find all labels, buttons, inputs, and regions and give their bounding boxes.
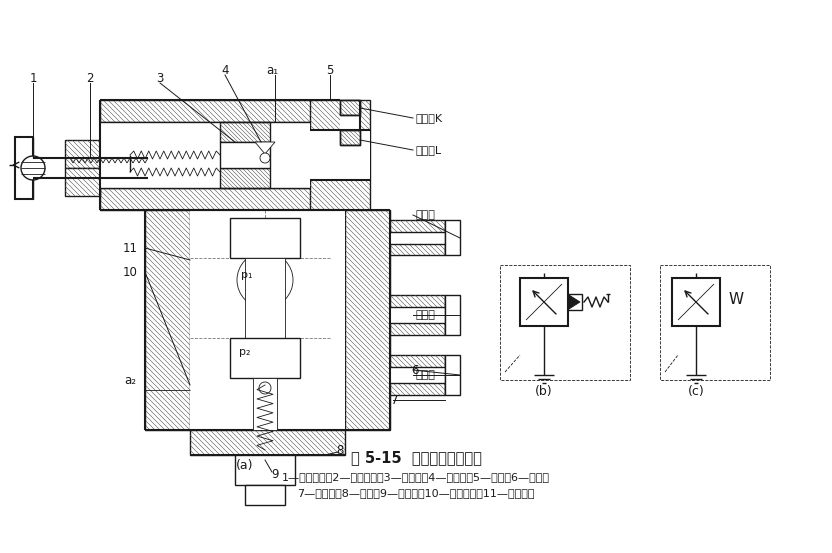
Bar	[390, 355, 445, 395]
Text: 进油口: 进油口	[415, 210, 435, 220]
Bar	[340, 130, 360, 145]
Bar	[390, 295, 445, 335]
Polygon shape	[569, 295, 580, 309]
Bar	[568, 294, 582, 310]
Circle shape	[21, 156, 45, 180]
Text: p₁: p₁	[241, 270, 253, 280]
Text: 9: 9	[271, 468, 279, 482]
Text: 2: 2	[87, 71, 94, 85]
Text: 7: 7	[391, 394, 399, 406]
Bar	[190, 210, 345, 430]
Bar	[660, 265, 770, 380]
Bar	[445, 355, 460, 395]
Bar	[230, 338, 300, 378]
Bar	[340, 115, 360, 130]
Text: (c): (c)	[687, 385, 705, 399]
Bar	[310, 100, 370, 210]
Bar	[445, 220, 460, 255]
Text: 1: 1	[29, 71, 37, 85]
Text: (b): (b)	[535, 385, 552, 399]
Bar	[65, 168, 100, 196]
Text: 5: 5	[326, 64, 334, 76]
Text: a₁: a₁	[266, 64, 278, 76]
Bar	[500, 265, 630, 380]
Bar	[245, 485, 285, 505]
Text: 7—主阀芯；8—端盖；9—阻尼孔；10—主阀弹簧；11—调压弹簧: 7—主阀芯；8—端盖；9—阻尼孔；10—主阀弹簧；11—调压弹簧	[297, 488, 535, 498]
Text: 出油口: 出油口	[415, 370, 435, 380]
Bar	[340, 130, 360, 145]
Bar	[235, 455, 295, 485]
Bar	[15, 137, 33, 199]
Circle shape	[237, 252, 293, 308]
Bar	[100, 188, 340, 210]
Text: p₂: p₂	[240, 347, 250, 357]
Bar	[345, 210, 390, 430]
Bar	[220, 122, 270, 142]
Bar	[390, 367, 445, 383]
Bar	[390, 307, 445, 323]
Text: 6: 6	[411, 363, 418, 377]
Bar	[253, 378, 277, 430]
Bar	[520, 278, 568, 326]
Text: 3: 3	[156, 71, 164, 85]
Bar	[310, 130, 370, 180]
Bar	[65, 140, 100, 168]
Text: 4: 4	[221, 64, 229, 76]
Bar	[672, 278, 720, 326]
Bar	[340, 100, 360, 115]
Text: W: W	[729, 293, 744, 307]
Text: 泄油口L: 泄油口L	[415, 145, 441, 155]
Circle shape	[259, 382, 271, 394]
Text: 减压口: 减压口	[415, 310, 435, 320]
Text: 11: 11	[122, 242, 137, 254]
Bar	[390, 232, 445, 244]
Polygon shape	[255, 142, 275, 154]
Text: (a): (a)	[236, 458, 254, 472]
Circle shape	[260, 153, 270, 163]
Bar	[220, 168, 270, 188]
Text: 10: 10	[122, 265, 137, 279]
Bar	[340, 145, 360, 160]
Bar	[230, 338, 275, 368]
Bar	[230, 218, 300, 258]
Text: 遥控口K: 遥控口K	[415, 113, 442, 123]
Bar	[190, 430, 345, 455]
Text: a₂: a₂	[124, 373, 136, 387]
Bar	[445, 295, 460, 335]
Bar	[145, 210, 190, 430]
Bar	[100, 100, 340, 122]
Text: 8: 8	[336, 444, 344, 456]
Text: 1—调压手轮；2—调节螺钉；3—先导阀；4—锥阀座；5—阀盖；6—阀体；: 1—调压手轮；2—调节螺钉；3—先导阀；4—锥阀座；5—阀盖；6—阀体；	[282, 472, 550, 482]
Bar	[390, 220, 445, 255]
Bar	[245, 258, 285, 338]
Bar	[220, 142, 270, 168]
Bar	[340, 100, 360, 115]
Bar	[100, 122, 310, 188]
Text: 图 5-15  先导式减压阀结构: 图 5-15 先导式减压阀结构	[350, 450, 482, 465]
